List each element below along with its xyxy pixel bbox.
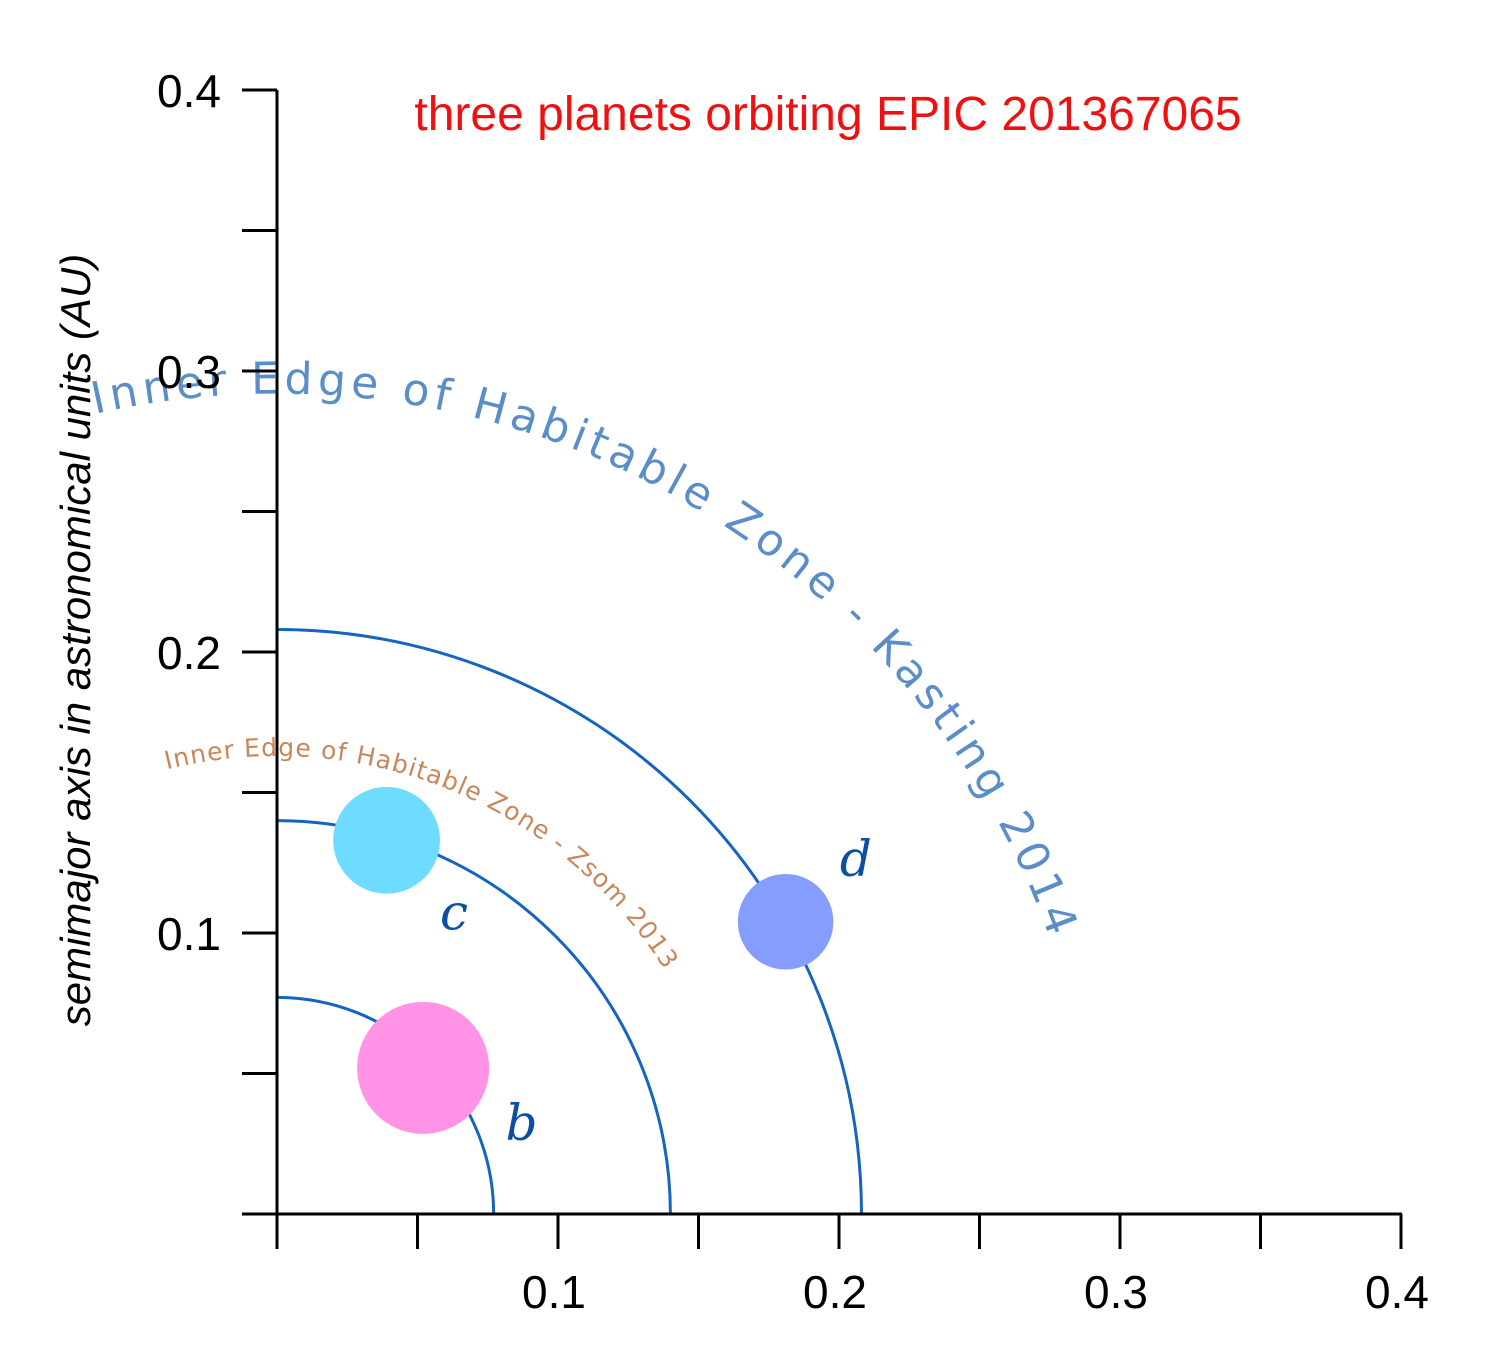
planet-label-b: b [505, 1094, 537, 1152]
planet-label-d: d [840, 830, 872, 888]
chart-title: three planets orbiting EPIC 201367065 [414, 88, 1241, 141]
planet-b [357, 1001, 490, 1134]
y-tick-label: 0.4 [157, 65, 221, 117]
y-tick-label: 0.1 [157, 908, 221, 960]
x-tick-label: 0.3 [1084, 1266, 1148, 1318]
y-axis-title: semimajor axis in astronomical units (AU… [52, 254, 99, 1027]
planet-c [333, 786, 440, 894]
x-tick-label: 0.1 [522, 1266, 586, 1318]
orbit-hz-kasting [276, 628, 863, 1215]
planet-label-c: c [440, 883, 468, 941]
x-tick-label: 0.2 [803, 1266, 867, 1318]
planet-d [737, 873, 834, 970]
y-tick-label: 0.2 [157, 627, 221, 679]
planets: b c d [333, 786, 872, 1152]
x-tick-label: 0.4 [1365, 1266, 1429, 1318]
ticks: 0.1 0.2 0.3 0.4 0.1 0.2 0.3 0.4 [157, 65, 1429, 1318]
y-tick-label: 0.3 [157, 346, 221, 398]
